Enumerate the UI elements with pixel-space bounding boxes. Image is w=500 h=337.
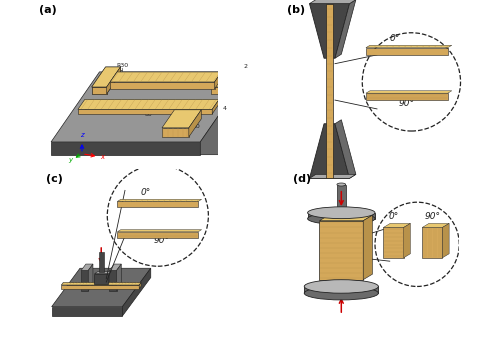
Polygon shape xyxy=(92,87,106,94)
Polygon shape xyxy=(52,268,151,307)
Polygon shape xyxy=(212,99,219,114)
Text: 90°: 90° xyxy=(399,99,415,109)
Polygon shape xyxy=(384,223,410,227)
Polygon shape xyxy=(404,223,410,258)
Polygon shape xyxy=(335,0,356,58)
Polygon shape xyxy=(92,87,106,94)
Polygon shape xyxy=(422,223,449,227)
Polygon shape xyxy=(118,230,202,232)
Polygon shape xyxy=(78,99,219,110)
Polygon shape xyxy=(366,93,448,100)
Text: (c): (c) xyxy=(46,174,62,184)
Text: 0°: 0° xyxy=(388,212,398,221)
Polygon shape xyxy=(52,307,123,316)
Polygon shape xyxy=(106,67,120,94)
Polygon shape xyxy=(366,91,452,93)
Polygon shape xyxy=(139,282,141,289)
Polygon shape xyxy=(106,67,120,94)
Polygon shape xyxy=(214,72,222,89)
Polygon shape xyxy=(92,67,120,87)
Polygon shape xyxy=(110,72,222,82)
Polygon shape xyxy=(88,264,93,290)
Polygon shape xyxy=(384,227,404,258)
Polygon shape xyxy=(78,110,212,114)
Text: 0°: 0° xyxy=(390,34,400,43)
Polygon shape xyxy=(211,67,240,87)
Polygon shape xyxy=(310,174,356,178)
Text: 4: 4 xyxy=(222,106,226,112)
Ellipse shape xyxy=(304,286,378,300)
Polygon shape xyxy=(310,4,350,58)
Polygon shape xyxy=(110,270,116,290)
Polygon shape xyxy=(118,199,202,201)
Bar xyxy=(308,213,375,219)
Text: y: y xyxy=(68,157,72,163)
Text: 90°: 90° xyxy=(424,212,440,221)
Polygon shape xyxy=(110,264,122,270)
Polygon shape xyxy=(162,128,189,137)
Polygon shape xyxy=(442,223,449,258)
Polygon shape xyxy=(363,215,372,280)
Text: 0°: 0° xyxy=(140,188,151,196)
Polygon shape xyxy=(211,87,226,94)
Polygon shape xyxy=(335,120,356,178)
Polygon shape xyxy=(110,82,214,89)
Polygon shape xyxy=(51,72,248,142)
Polygon shape xyxy=(122,268,151,316)
Polygon shape xyxy=(116,264,121,290)
Text: (a): (a) xyxy=(39,5,57,16)
Ellipse shape xyxy=(308,207,375,219)
Text: (b): (b) xyxy=(286,5,305,16)
Polygon shape xyxy=(118,201,198,207)
Polygon shape xyxy=(94,272,112,274)
Polygon shape xyxy=(81,270,88,290)
Bar xyxy=(304,286,378,293)
Text: 90°: 90° xyxy=(154,237,170,245)
Polygon shape xyxy=(320,215,372,221)
Polygon shape xyxy=(92,67,120,87)
Polygon shape xyxy=(200,72,248,155)
Polygon shape xyxy=(62,285,139,289)
Text: x: x xyxy=(100,154,104,160)
Polygon shape xyxy=(118,232,198,238)
Polygon shape xyxy=(94,274,108,284)
Text: (d): (d) xyxy=(294,174,312,184)
Ellipse shape xyxy=(304,280,378,293)
Polygon shape xyxy=(189,110,202,137)
Polygon shape xyxy=(62,282,141,285)
Text: z: z xyxy=(80,132,84,138)
Polygon shape xyxy=(310,124,350,178)
Ellipse shape xyxy=(308,213,375,224)
Ellipse shape xyxy=(337,183,345,186)
Polygon shape xyxy=(366,48,448,55)
Bar xyxy=(337,185,345,210)
Text: 10: 10 xyxy=(192,124,200,129)
Polygon shape xyxy=(51,142,201,155)
Polygon shape xyxy=(320,221,363,280)
Bar xyxy=(98,252,103,272)
Text: 80: 80 xyxy=(144,112,152,117)
Polygon shape xyxy=(226,67,240,94)
Bar xyxy=(326,4,332,178)
Polygon shape xyxy=(310,0,356,4)
Polygon shape xyxy=(162,110,202,128)
Text: R30: R30 xyxy=(117,63,129,68)
Polygon shape xyxy=(81,264,93,270)
Polygon shape xyxy=(422,227,442,258)
Text: 2: 2 xyxy=(243,64,247,69)
Polygon shape xyxy=(366,45,452,48)
